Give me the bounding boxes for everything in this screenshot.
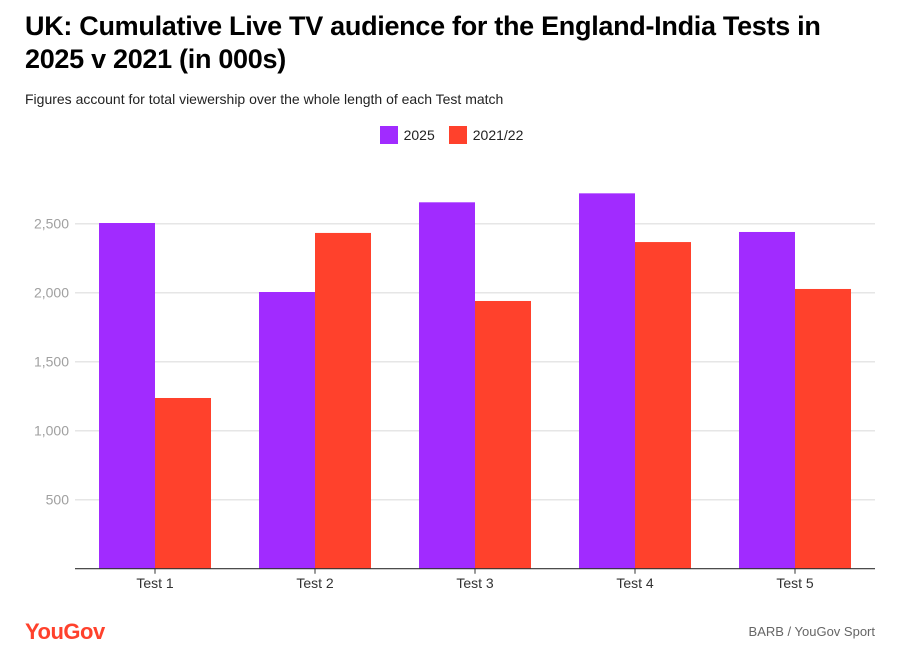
x-tick-label: Test 1 (136, 575, 174, 591)
x-tick-label: Test 5 (776, 575, 814, 591)
bar-2025-test-5 (739, 231, 795, 569)
yougov-logo: YouGov (25, 619, 105, 644)
legend-item-2021: 2021/22 (448, 126, 524, 144)
y-tick-label: 1,000 (34, 423, 69, 439)
bar-2021-22-test-2 (315, 232, 371, 569)
bar-2025-test-1 (99, 223, 155, 569)
bar-2025-test-4 (579, 193, 635, 569)
legend-label: 2025 (403, 127, 435, 143)
bar-2025-test-2 (259, 292, 315, 569)
x-tick-label: Test 4 (616, 575, 654, 591)
bar-2021-22-test-1 (155, 397, 211, 569)
source-note: BARB / YouGov Sport (748, 624, 875, 639)
chart-title: UK: Cumulative Live TV audience for the … (25, 11, 821, 74)
x-tick-label: Test 3 (456, 575, 494, 591)
legend: 2025 2021/22 (0, 126, 903, 144)
chart-subtitle: Figures account for total viewership ove… (25, 91, 504, 107)
legend-swatch (379, 126, 398, 144)
y-tick-label: 2,000 (34, 285, 69, 301)
legend-item-2025: 2025 (379, 126, 435, 144)
x-tick-label: Test 2 (296, 575, 334, 591)
y-tick-label: 1,500 (34, 354, 69, 370)
bar-2021-22-test-3 (475, 300, 531, 569)
y-tick-label: 2,500 (34, 216, 69, 232)
bar-2021-22-test-5 (795, 288, 851, 569)
bar-2025-test-3 (419, 202, 475, 569)
y-tick-label: 500 (46, 492, 70, 508)
legend-label: 2021/22 (472, 127, 524, 143)
bar-2021-22-test-4 (635, 242, 691, 569)
legend-swatch (448, 126, 467, 144)
